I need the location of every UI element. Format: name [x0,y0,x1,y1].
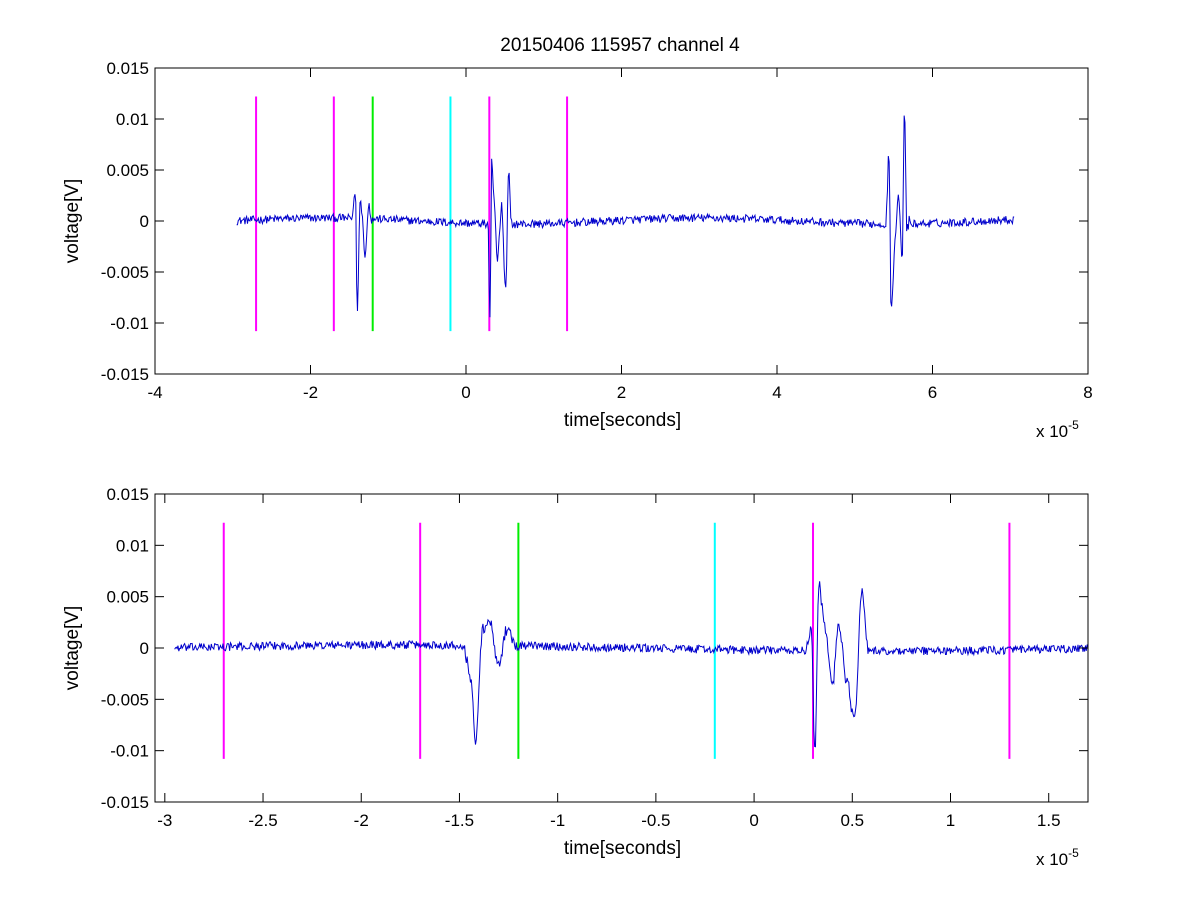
bottom-axes-box [154,493,1089,803]
top-y-tick-label: 0.005 [106,161,149,180]
bottom-x-axis-label: time[seconds] [564,838,681,859]
top-x-tick-label: 8 [1083,383,1092,402]
top-y-tick-label: -0.015 [101,365,149,384]
top-x-axis-label: time[seconds] [564,410,681,431]
top-signal-line [236,115,1015,318]
bottom-x-tick-label: 1 [946,811,955,830]
top-y-tick-label: 0.01 [116,110,149,129]
top-y-axis-label: voltage[V] [62,179,83,264]
top-x-tick-label: 6 [928,383,937,402]
top-x-multiplier-base: x 10 [1036,422,1068,441]
bottom-x-multiplier-base: x 10 [1036,850,1068,869]
top-x-ticks: -4 -2 0 2 4 6 8 [147,68,1093,402]
top-x-multiplier: x 10-5 [1036,418,1079,441]
bottom-y-tick-label: 0 [140,639,149,658]
bottom-y-tick-label: 0.015 [106,485,149,504]
top-x-tick-label: -4 [147,383,162,402]
top-y-tick-label: 0.015 [106,59,149,78]
top-y-tick-label: -0.01 [110,314,149,333]
bottom-x-tick-label: 1.5 [1037,811,1061,830]
top-marker-layer [255,96,569,332]
bottom-x-multiplier: x 10-5 [1036,846,1079,869]
bottom-x-tick-label: -1 [550,811,565,830]
top-plot: -4 -2 0 2 4 6 8 -0.015 -0.01 -0.005 0 0.005 0.01 0.0… [62,59,1093,441]
bottom-x-tick-label: 0.5 [840,811,864,830]
bottom-x-ticks: -3 -2.5 -2 -1.5 -1 -0.5 0 0.5 1 1.5 [157,494,1061,830]
bottom-y-tick-label: -0.015 [101,793,149,812]
chart-title: 20150406 115957 channel 4 [500,35,740,56]
top-x-multiplier-exp: -5 [1068,418,1079,432]
bottom-y-ticks: -0.015 -0.01 -0.005 0 0.005 0.01 0.015 [101,485,1088,812]
top-x-tick-label: -2 [303,383,318,402]
bottom-marker-layer [222,522,1011,759]
top-y-tick-label: 0 [140,212,149,231]
top-x-tick-label: 2 [617,383,626,402]
bottom-x-tick-label: -3 [157,811,172,830]
bottom-x-tick-label: -0.5 [641,811,670,830]
bottom-plot: -3 -2.5 -2 -1.5 -1 -0.5 0 0.5 1 1.5 -0.015-0.01-0… [62,485,1089,869]
bottom-y-tick-label: -0.005 [101,690,149,709]
bottom-x-tick-label: -1.5 [445,811,474,830]
bottom-y-axis-label: voltage[V] [62,606,83,691]
bottom-x-tick-label: 0 [749,811,758,830]
bottom-x-tick-label: -2 [354,811,369,830]
top-y-tick-label: -0.005 [101,263,149,282]
bottom-y-tick-label: -0.01 [110,742,149,761]
bottom-y-tick-label: 0.01 [116,536,149,555]
top-x-tick-label: 0 [461,383,470,402]
bottom-x-multiplier-exp: -5 [1068,846,1079,860]
bottom-y-tick-label: 0.005 [106,588,149,607]
bottom-x-tick-label: -2.5 [248,811,277,830]
top-x-tick-label: 4 [772,383,781,402]
top-y-ticks: -0.015 -0.01 -0.005 0 0.005 0.01 0.015 [101,59,1088,384]
bottom-signal-line [174,581,1089,748]
